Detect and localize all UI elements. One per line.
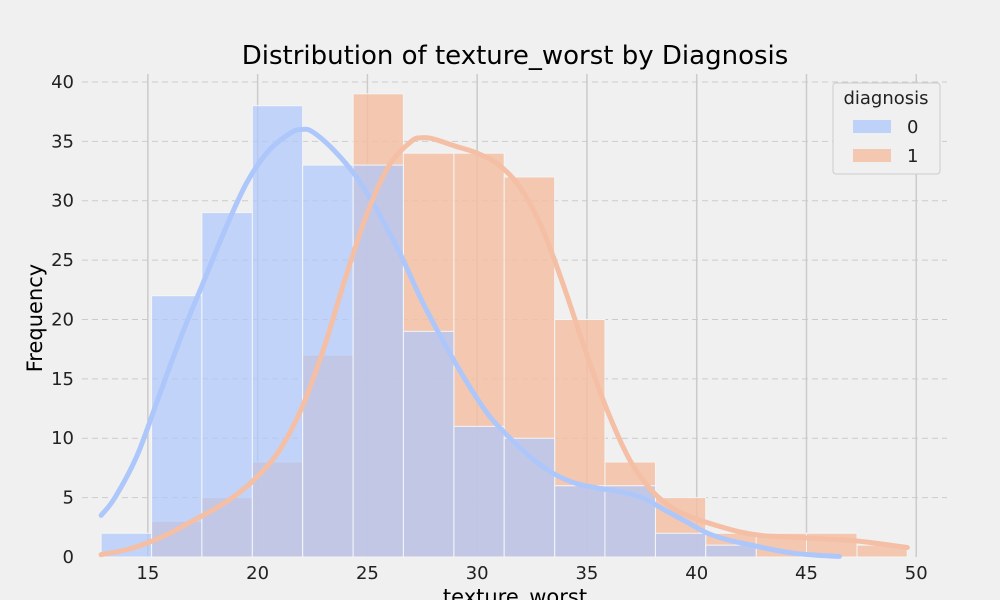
x-tick-label: 20 — [246, 563, 269, 584]
y-tick-label: 5 — [63, 488, 74, 509]
y-tick-label: 15 — [51, 369, 74, 390]
y-tick-label: 0 — [63, 547, 74, 568]
histogram-bars — [100, 93, 908, 558]
legend-swatch-0 — [853, 120, 891, 133]
chart-title: Distribution of texture_worst by Diagnos… — [242, 41, 789, 71]
x-axis-label: texture_worst — [443, 585, 587, 600]
x-tick-label: 40 — [685, 563, 708, 584]
y-tick-labels: 0 5 10 15 20 25 30 35 40 — [51, 72, 74, 568]
y-tick-label: 10 — [51, 428, 74, 449]
histogram-bar-0 — [705, 544, 757, 558]
x-tick-label: 30 — [466, 563, 489, 584]
x-tick-label: 25 — [356, 563, 379, 584]
histogram-bar-0 — [654, 532, 707, 558]
legend: diagnosis 0 1 — [832, 82, 941, 175]
y-tick-label: 20 — [51, 309, 74, 330]
y-tick-label: 30 — [51, 191, 74, 212]
x-tick-label: 35 — [575, 563, 598, 584]
kde-curve-1 — [98, 135, 910, 558]
histogram-bar-0 — [151, 295, 203, 558]
histogram-bar-0 — [302, 164, 354, 558]
x-tick-label: 45 — [795, 563, 818, 584]
histogram-bar-0 — [402, 330, 455, 558]
y-tick-label: 40 — [51, 72, 74, 93]
x-tick-labels: 15 20 25 30 35 40 45 50 — [136, 563, 927, 584]
histogram-bar-0 — [554, 485, 606, 558]
kde-curve-0 — [98, 126, 842, 559]
legend-title: diagnosis — [843, 88, 928, 109]
y-tick-label: 35 — [51, 131, 74, 152]
y-axis-label: Frequency — [23, 264, 47, 373]
kde-curves — [98, 126, 910, 559]
histogram-bar-0 — [251, 105, 304, 558]
legend-swatch-1 — [853, 149, 891, 162]
x-tick-label: 50 — [905, 563, 928, 584]
histogram-bar-0 — [453, 425, 505, 558]
x-tick-label: 15 — [136, 563, 159, 584]
y-tick-label: 25 — [51, 250, 74, 271]
legend-label-0: 0 — [907, 117, 918, 138]
legend-label-1: 1 — [907, 146, 918, 167]
